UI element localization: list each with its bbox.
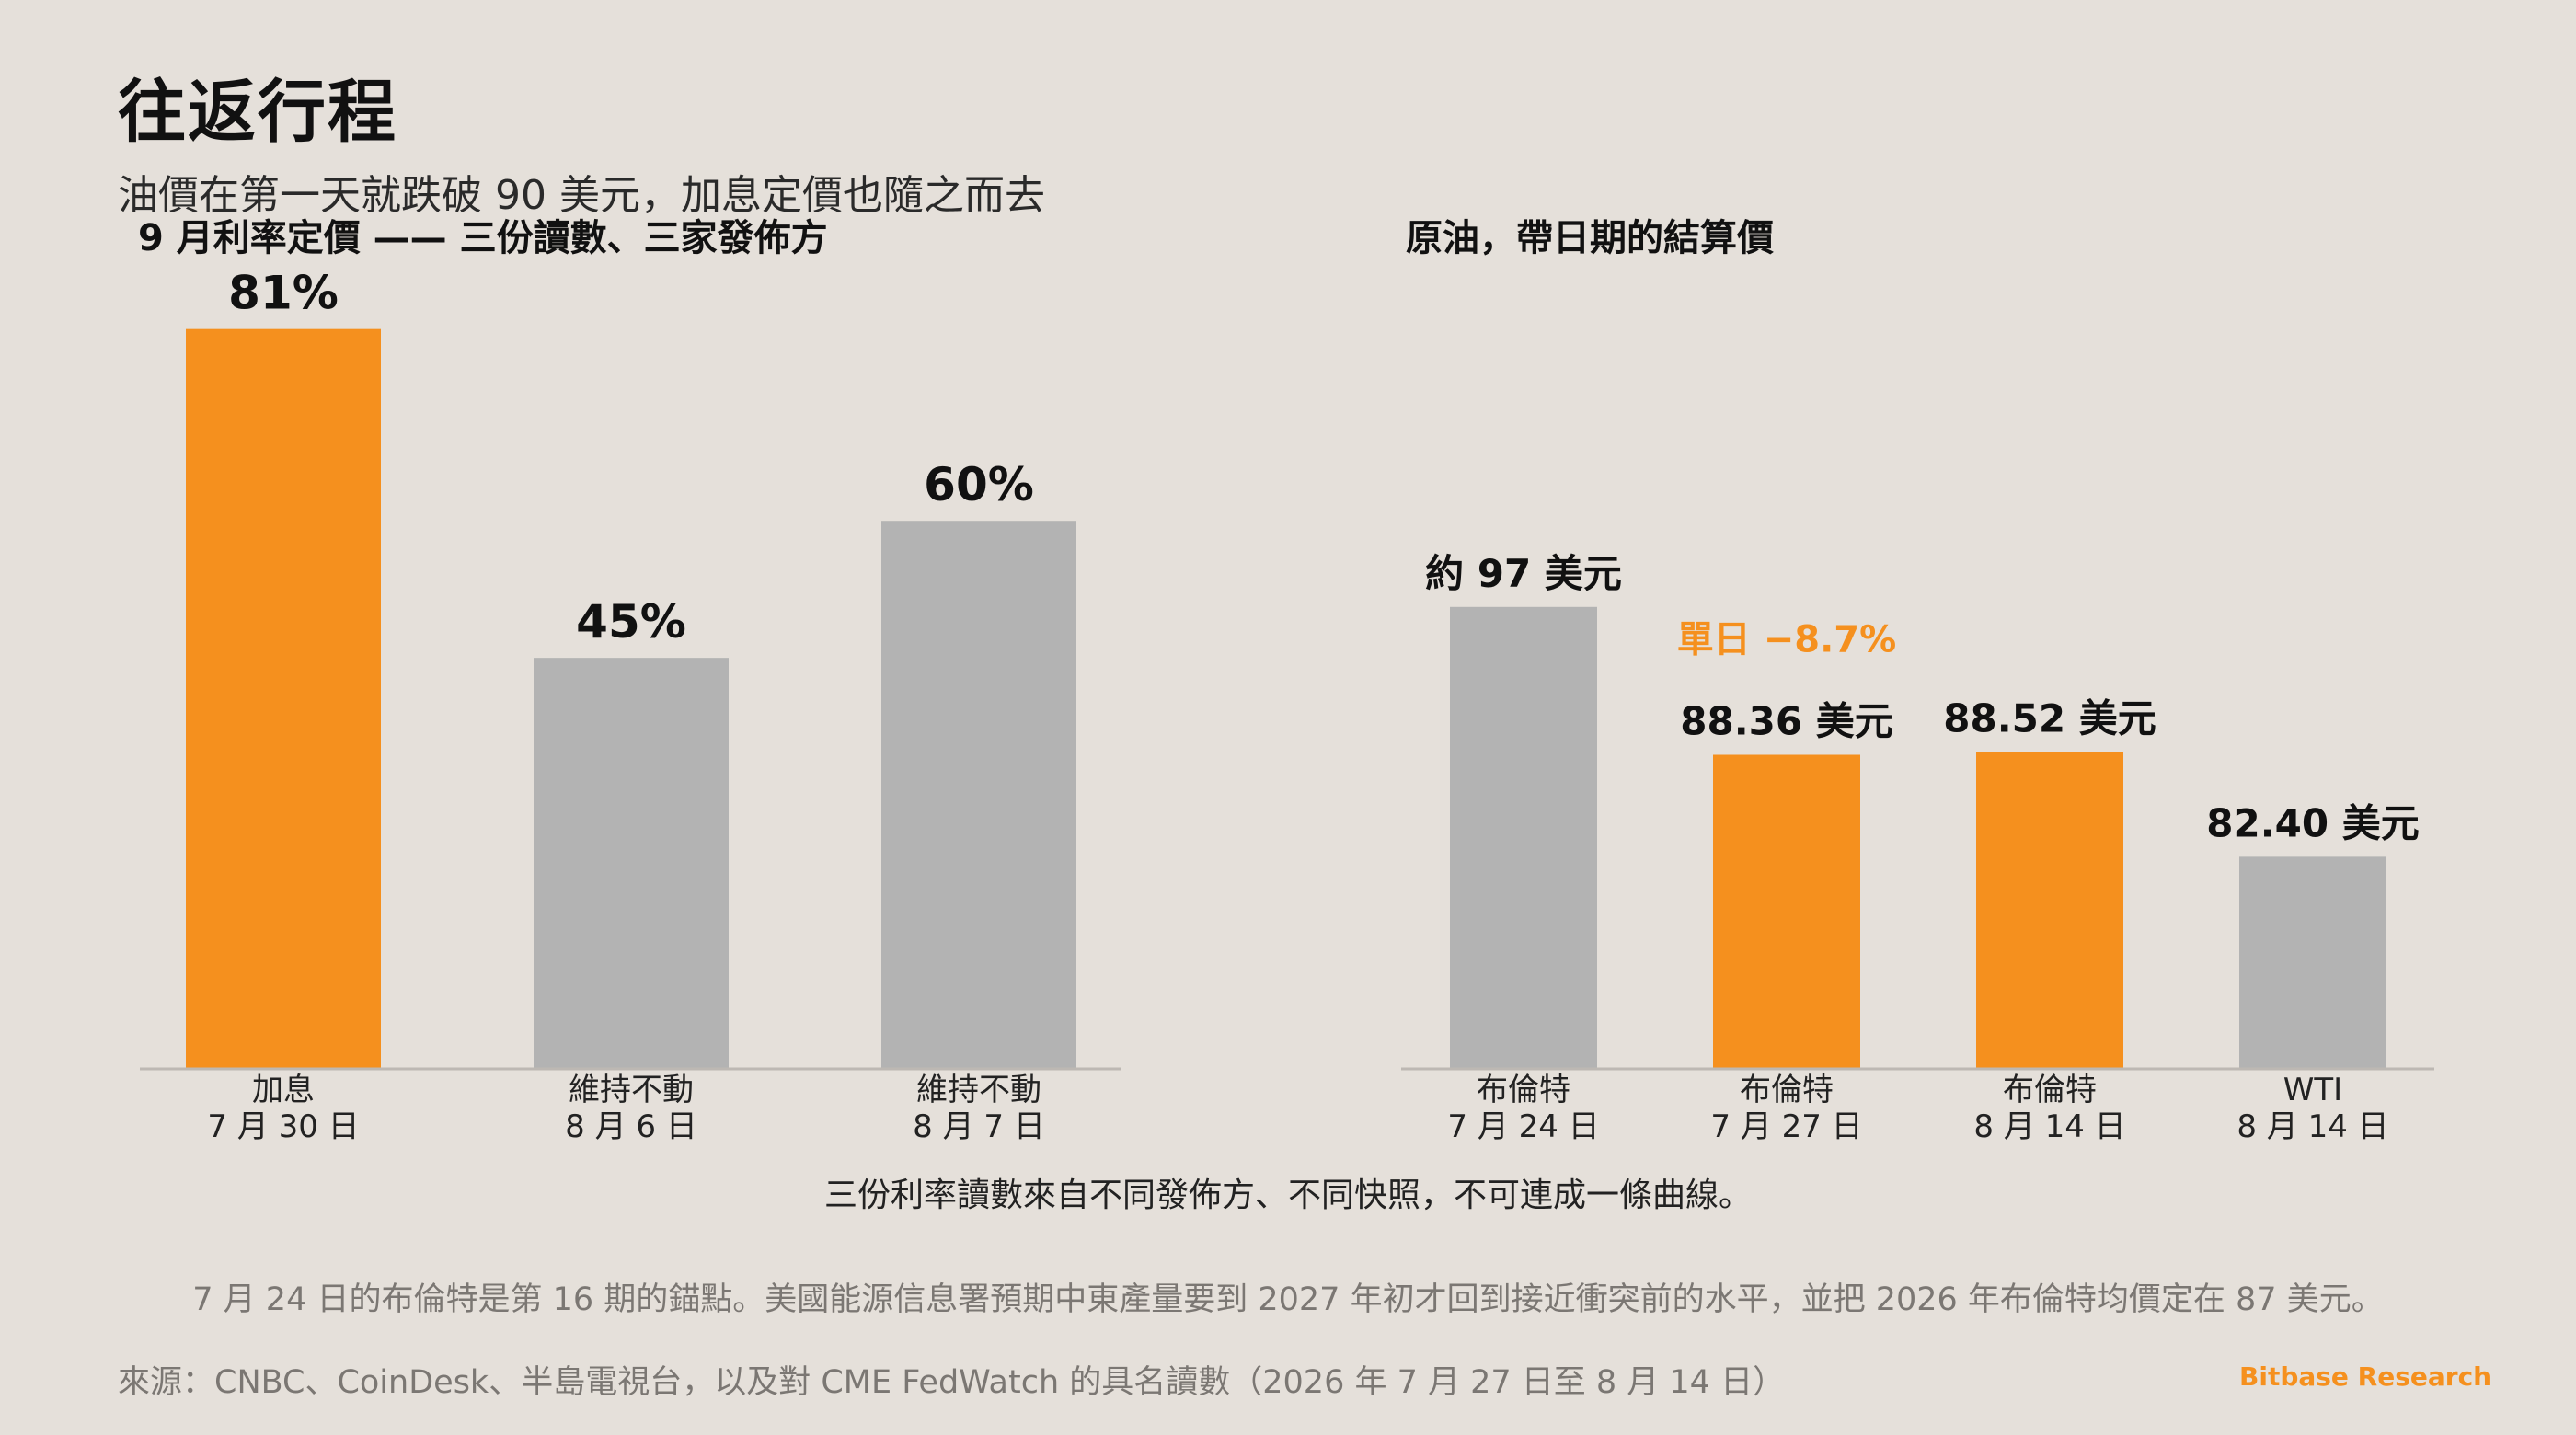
chart-note: 三份利率讀數來自不同發佈方、不同快照，不可連成一條曲線。	[823, 1177, 1752, 1214]
bar-value-label: 82.40 美元	[2206, 800, 2419, 845]
change-annotation: 單日 −8.7%	[1677, 619, 1896, 661]
category-date-label: 8 月 14 日	[1973, 1108, 2125, 1145]
category-date-label: 7 月 27 日	[1710, 1108, 1862, 1145]
category-label: 加息	[252, 1072, 315, 1108]
category-date-label: 8 月 7 日	[913, 1108, 1045, 1145]
category-date-label: 7 月 30 日	[207, 1108, 359, 1145]
brand-logo: Bitbase Research	[2239, 1361, 2492, 1392]
footnote: 7 月 24 日的布倫特是第 16 期的錨點。美國能源信息署預期中東產量要到 2…	[192, 1281, 2384, 1318]
bar	[2239, 856, 2386, 1069]
bar-value-label: 88.36 美元	[1680, 699, 1892, 744]
right-chart-title: 原油，帶日期的結算價	[1406, 217, 1774, 259]
category-label: 布倫特	[2003, 1072, 2097, 1108]
bar-value-label: 45%	[576, 595, 686, 649]
category-label: 布倫特	[1740, 1072, 1834, 1108]
bar-value-label: 88.52 美元	[1943, 696, 2156, 741]
bar-value-label: 約 97 美元	[1425, 551, 1622, 596]
bar	[881, 521, 1076, 1069]
left-chart-title: 9 月利率定價 —— 三份讀數、三家發佈方	[138, 217, 828, 259]
bar	[534, 658, 729, 1069]
category-label: 維持不動	[569, 1072, 694, 1108]
bar	[1450, 606, 1597, 1069]
bar-value-label: 81%	[228, 267, 339, 320]
bar	[186, 328, 381, 1069]
category-date-label: 7 月 24 日	[1447, 1108, 1599, 1145]
category-label: WTI	[2283, 1072, 2342, 1108]
category-date-label: 8 月 6 日	[565, 1108, 697, 1145]
category-date-label: 8 月 14 日	[2237, 1108, 2388, 1145]
bar	[1713, 754, 1860, 1069]
bar	[1976, 752, 2123, 1069]
source-line: 來源：CNBC、CoinDesk、半島電視台，以及對 CME FedWatch …	[118, 1364, 1786, 1401]
category-label: 布倫特	[1477, 1072, 1570, 1108]
category-label: 維持不動	[916, 1072, 1041, 1108]
page-title: 往返行程	[118, 73, 397, 152]
bar-value-label: 60%	[924, 458, 1034, 511]
page-subtitle: 油價在第一天就跌破 90 美元，加息定價也隨之而去	[118, 172, 1045, 219]
